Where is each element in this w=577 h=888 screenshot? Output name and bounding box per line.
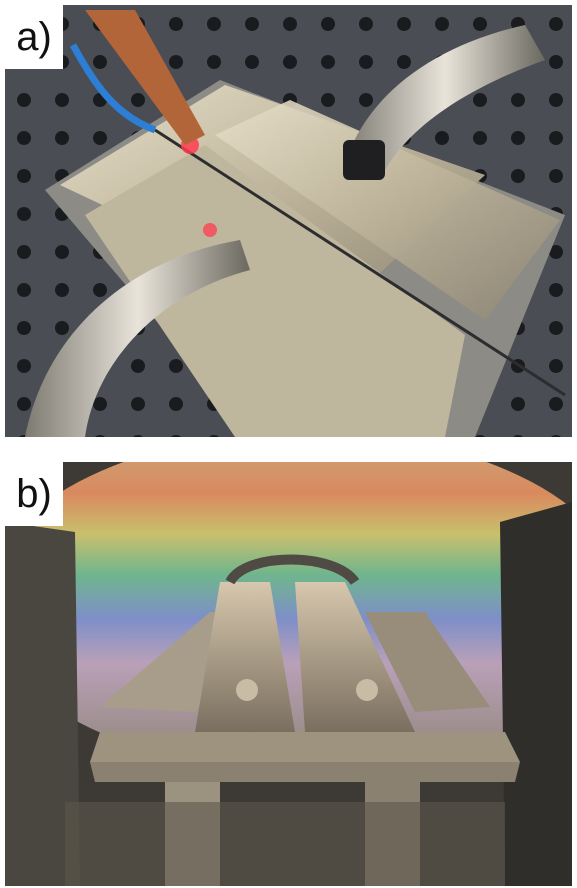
welding-fixture-photo [5, 5, 572, 437]
panel-label-a-text: a) [16, 14, 52, 59]
photo-panel-b: b) [5, 462, 572, 886]
panel-label-b-text: b) [16, 471, 52, 516]
panel-label-a: a) [5, 5, 63, 69]
panel-label-b: b) [5, 462, 63, 526]
chamber-fixture-photo [5, 462, 572, 886]
photo-panel-a: a) [5, 5, 572, 437]
